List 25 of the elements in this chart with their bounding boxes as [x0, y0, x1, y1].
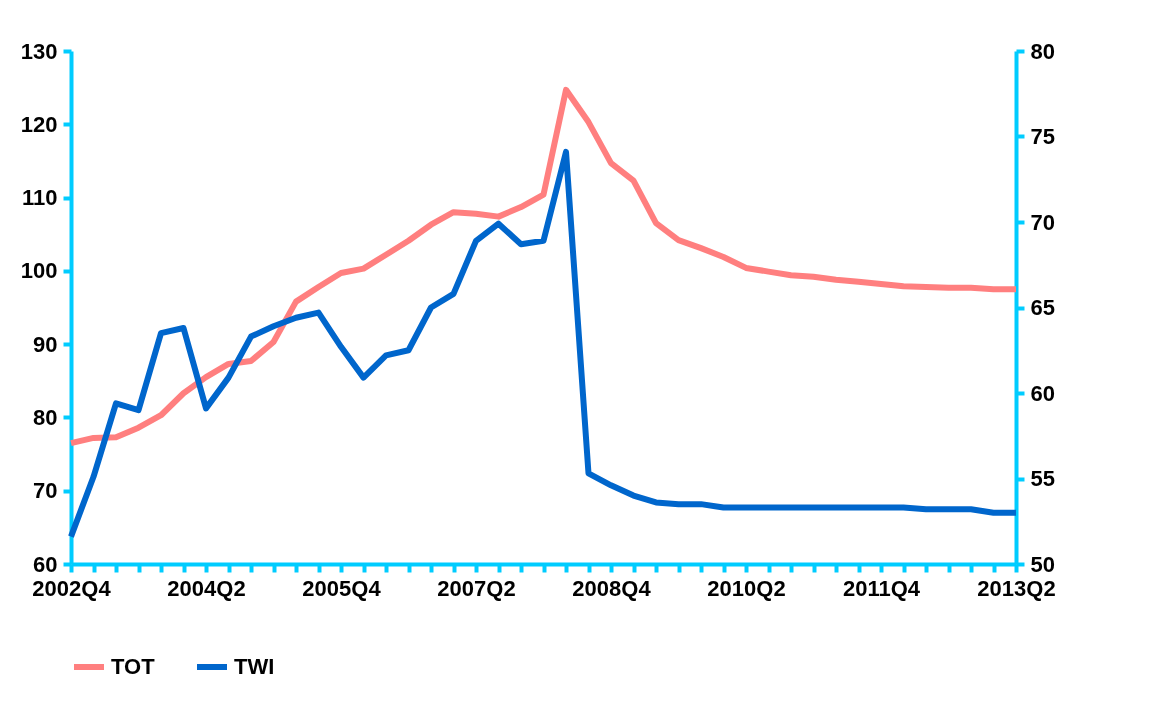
x-tick-label: 2013Q2 — [977, 575, 1056, 601]
y2-tick-label: 55 — [1030, 466, 1055, 491]
y-tick-label: 100 — [20, 258, 58, 284]
x-tick-label: 2005Q4 — [302, 575, 382, 601]
legend-label: TWI — [234, 654, 275, 679]
y-tick-label: 120 — [20, 111, 58, 137]
y2-tick-label: 50 — [1030, 551, 1055, 577]
y2-tick-label: 75 — [1030, 124, 1055, 149]
x-tick-label: 2002Q4 — [32, 575, 112, 601]
y2-tick-label: 65 — [1030, 295, 1055, 320]
legend-label: TOT — [111, 654, 156, 679]
y-tick-label: 110 — [22, 185, 58, 211]
x-tick-label: 2010Q2 — [707, 575, 786, 601]
y-tick-label: 90 — [33, 331, 58, 357]
x-tick-label: 2007Q2 — [437, 575, 516, 601]
y-tick-label: 60 — [33, 551, 58, 577]
y-tick-label: 70 — [33, 478, 58, 504]
y2-tick-label: 60 — [1030, 380, 1055, 406]
x-tick-label: 2008Q4 — [572, 575, 652, 601]
y2-tick-label: 70 — [1030, 209, 1055, 235]
x-tick-label: 2011Q4 — [842, 575, 921, 601]
y2-tick-label: 80 — [1030, 38, 1055, 64]
y-tick-label: 130 — [20, 38, 58, 64]
y-tick-label: 80 — [33, 404, 58, 430]
x-tick-label: 2004Q2 — [167, 575, 246, 601]
